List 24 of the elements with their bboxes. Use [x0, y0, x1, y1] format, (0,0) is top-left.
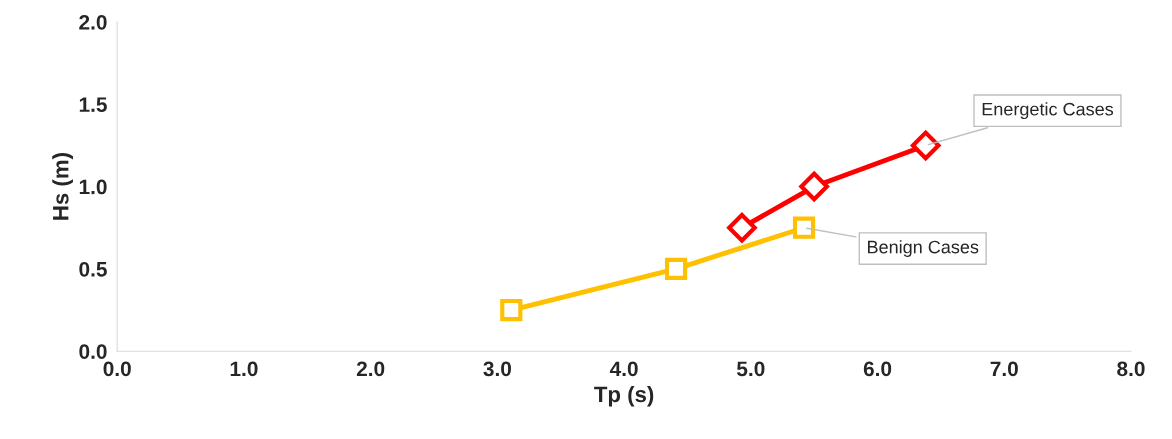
point — [792, 216, 816, 239]
x-tick-label: 2.0 — [356, 361, 385, 377]
x-tick-label: 3.0 — [483, 361, 511, 377]
y-tick-label: 0.5 — [79, 261, 107, 277]
point — [727, 212, 757, 243]
x-tick-label: 7.0 — [990, 361, 1018, 377]
x-tick-label: 1.0 — [230, 361, 258, 377]
point — [664, 257, 688, 281]
text: Energetic Cases — [982, 102, 1114, 120]
point — [910, 130, 941, 161]
y-tick-label: 1.5 — [79, 97, 107, 113]
x-axis-title: Tp (s) — [594, 385, 654, 407]
point — [799, 171, 830, 202]
y-tick-label: 1.0 — [79, 179, 107, 195]
text: Benign Cases — [868, 240, 979, 257]
y-axis-title: Hs (m) — [52, 153, 73, 220]
y-tick-label: 2.0 — [79, 14, 107, 30]
x-tick-label: 6.0 — [863, 361, 892, 377]
x-tick-label: 0.0 — [103, 361, 131, 377]
x-tick-label: 5.0 — [736, 361, 765, 377]
y-tick-label: 0.0 — [79, 344, 107, 359]
x-tick-label: 8.0 — [1117, 361, 1145, 377]
point — [500, 298, 523, 322]
x-tick-label: 4.0 — [609, 361, 638, 377]
